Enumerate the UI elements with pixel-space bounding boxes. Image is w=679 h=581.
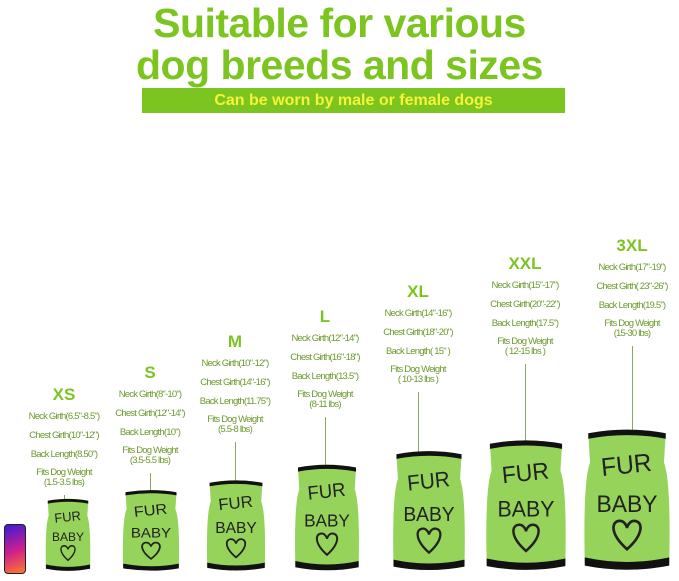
weight-label: Fits Dog Weight bbox=[604, 318, 660, 329]
chest-girth: Chest Girth(10"-12") bbox=[29, 430, 99, 441]
connector-line bbox=[235, 442, 236, 482]
back-length: Back Length( 15" ) bbox=[386, 346, 451, 357]
size-spec-xl: XL Neck Girth(14"-16") Chest Girth(18"-20"… bbox=[368, 282, 468, 385]
heart-icon bbox=[512, 523, 540, 553]
chest-girth: Chest Girth(20"-22") bbox=[490, 299, 560, 310]
size-label: L bbox=[319, 307, 331, 326]
shirt-print-line-2: BABY bbox=[498, 496, 555, 521]
back-length: Back Length(17.5") bbox=[491, 318, 559, 329]
weight-label: Fits Dog Weight bbox=[390, 364, 446, 375]
size-label: XS bbox=[52, 385, 76, 404]
shirt-print-line-1: FUR bbox=[406, 468, 451, 496]
neck-girth: Neck Girth(12"-14") bbox=[291, 333, 359, 344]
chest-girth: Chest Girth( 23"-26") bbox=[596, 281, 668, 292]
dog-shirt-s: FUR BABY bbox=[122, 490, 180, 571]
connector-line bbox=[632, 346, 633, 430]
neck-girth: Neck Girth(14"-16") bbox=[384, 308, 452, 319]
shirt-print-line-1: FUR bbox=[133, 501, 168, 520]
shirt-print-line-1: FUR bbox=[501, 457, 551, 488]
neck-girth: Neck Girth(17"-19") bbox=[598, 262, 666, 273]
heart-icon bbox=[141, 541, 161, 560]
shirt-print-line-2: BABY bbox=[596, 490, 657, 516]
size-label: S bbox=[144, 363, 156, 382]
dog-shirt-xl: FUR BABY bbox=[393, 451, 465, 571]
shirt-print-line-2: BABY bbox=[304, 510, 350, 530]
weight-label: Fits Dog Weight bbox=[36, 467, 92, 478]
size-label: XL bbox=[407, 282, 429, 301]
shirt-print-line-2: BABY bbox=[215, 520, 257, 537]
neck-girth: Neck Girth(8"-10") bbox=[118, 389, 182, 400]
dog-shirt-l: FUR BABY bbox=[295, 464, 359, 571]
weight-range: (5.5-8 lbs) bbox=[218, 424, 253, 435]
chest-girth: Chest Girth(18"-20") bbox=[383, 327, 453, 338]
connector-line bbox=[525, 364, 526, 441]
size-label: M bbox=[227, 332, 243, 351]
weight-range: ( 12-15 lbs ) bbox=[504, 346, 546, 357]
connector-line bbox=[64, 495, 65, 501]
neck-girth: Neck Girth(10"-12") bbox=[201, 358, 269, 369]
shirt-print-line-2: BABY bbox=[403, 503, 454, 526]
neck-girth: Neck Girth(15"-17") bbox=[491, 280, 559, 291]
connector-line bbox=[325, 417, 326, 466]
heart-icon bbox=[60, 545, 76, 562]
dog-shirt-m: FUR BABY bbox=[206, 480, 266, 571]
phone-icon bbox=[4, 524, 26, 574]
shirt-print-line-2: BABY bbox=[52, 530, 84, 544]
size-spec-l: L Neck Girth(12"-14") Chest Girth(16"-18")… bbox=[275, 307, 375, 410]
connector-line bbox=[150, 473, 151, 492]
weight-range: (3.5-5.5 lbs) bbox=[129, 455, 171, 466]
weight-label: Fits Dog Weight bbox=[297, 389, 353, 400]
weight-range: (1.5-3.5 lbs) bbox=[43, 477, 85, 488]
weight-label: Fits Dog Weight bbox=[497, 336, 553, 347]
weight-label: Fits Dog Weight bbox=[207, 414, 263, 425]
weight-range: (8-11 lbs) bbox=[309, 399, 341, 410]
shirt-print-line-2: BABY bbox=[131, 526, 172, 541]
dog-shirt-xxl: FUR BABY bbox=[486, 440, 566, 570]
size-spec-3xl: 3XL Neck Girth(17"-19") Chest Girth( 23"-2… bbox=[582, 236, 679, 339]
dog-shirt-3xl: FUR BABY bbox=[584, 429, 670, 570]
size-spec-xs: XS Neck Girth(6.5"-8.5") Chest Girth(10"-1… bbox=[14, 385, 114, 488]
weight-range: (15-30 lbs) bbox=[613, 328, 651, 339]
dog-shirt-xs: FUR BABY bbox=[45, 498, 91, 571]
heart-icon bbox=[416, 527, 442, 555]
size-label: XXL bbox=[508, 254, 542, 273]
chest-girth: Chest Girth(12"-14") bbox=[115, 408, 185, 419]
size-spec-m: M Neck Girth(10"-12") Chest Girth(14"-16")… bbox=[185, 332, 285, 435]
shirt-print-line-1: FUR bbox=[307, 478, 347, 503]
shirt-print-line-1: FUR bbox=[54, 508, 82, 526]
title-line-2: dog breeds and sizes bbox=[136, 42, 543, 88]
back-length: Back Length(13.5") bbox=[291, 371, 359, 382]
neck-girth: Neck Girth(6.5"-8.5") bbox=[28, 411, 101, 422]
weight-range: ( 10-13 lbs ) bbox=[397, 374, 439, 385]
shirt-print-line-1: FUR bbox=[600, 448, 653, 482]
back-length: Back Length(11.75") bbox=[199, 396, 271, 407]
chest-girth: Chest Girth(14"-16") bbox=[200, 377, 270, 388]
connector-line bbox=[418, 392, 419, 452]
heart-icon bbox=[315, 532, 339, 557]
shirt-print-line-1: FUR bbox=[217, 492, 253, 514]
back-length: Back Length(10") bbox=[119, 427, 181, 438]
title-line-1: Suitable for various bbox=[153, 0, 526, 46]
size-label: 3XL bbox=[616, 236, 648, 255]
subtitle-banner: Can be worn by male or female dogs bbox=[142, 88, 565, 113]
size-spec-xxl: XXL Neck Girth(15"-17") Chest Girth(20"-22… bbox=[475, 254, 575, 357]
weight-label: Fits Dog Weight bbox=[122, 445, 178, 456]
size-spec-s: S Neck Girth(8"-10") Chest Girth(12"-14") B… bbox=[100, 363, 200, 466]
back-length: Back Length(8.50") bbox=[30, 449, 98, 460]
heart-icon bbox=[225, 538, 247, 559]
back-length: Back Length(19.5") bbox=[598, 300, 666, 311]
chest-girth: Chest Girth(16"-18") bbox=[290, 352, 360, 363]
